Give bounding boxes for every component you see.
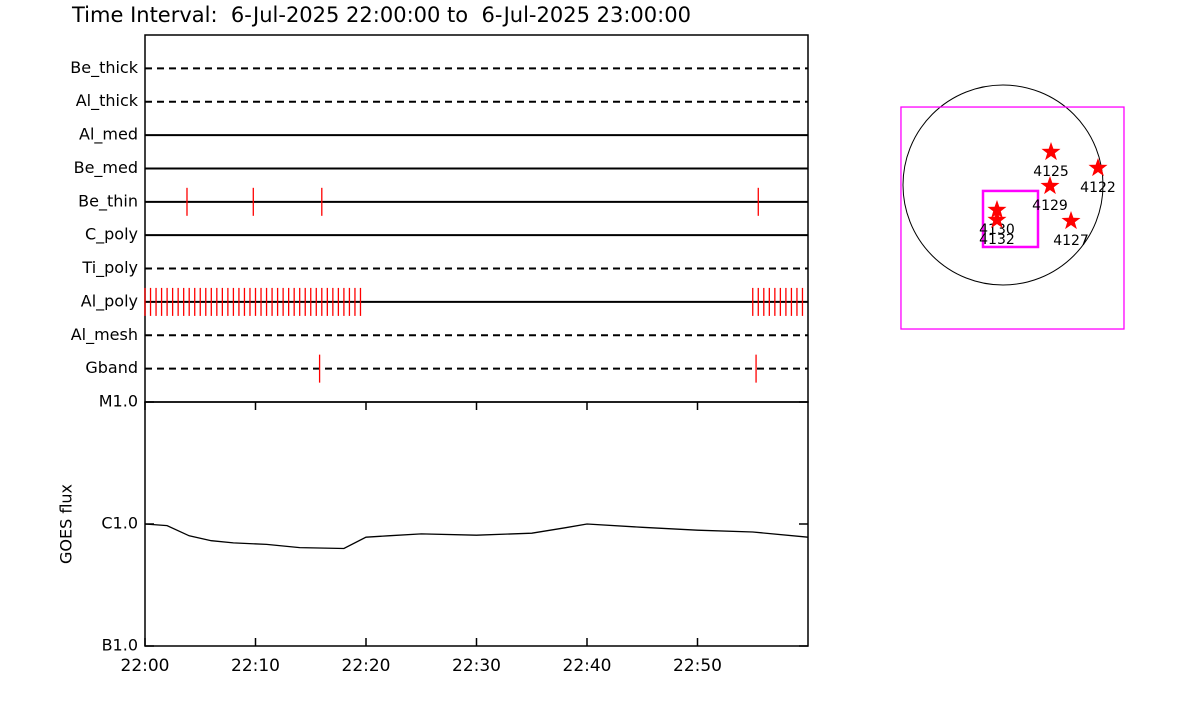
x-tick-label: 22:00	[121, 656, 170, 676]
x-tick-label: 22:50	[673, 656, 722, 676]
active-region-label: 4122	[1080, 180, 1116, 196]
active-region-label: 4130	[979, 222, 1015, 238]
filter-label: Be_thick	[70, 58, 138, 78]
active-region-label: 4125	[1033, 164, 1069, 180]
filter-label: Al_mesh	[71, 325, 138, 345]
fov-box	[981, 189, 1040, 249]
x-tick-label: 22:20	[342, 656, 391, 676]
y-tick-label: C1.0	[101, 514, 138, 533]
goes-curve	[144, 523, 809, 550]
filter-label: Be_thin	[78, 191, 138, 211]
active-region-marker	[987, 200, 1007, 219]
x-tick-label: 22:30	[452, 656, 501, 676]
x-tick-label: 22:10	[231, 656, 280, 676]
filter-label: C_poly	[85, 225, 138, 245]
active-region-label: 4129	[1032, 198, 1068, 214]
active-region-marker	[1061, 211, 1081, 230]
active-region-marker	[1040, 176, 1060, 195]
chart-title: Time Interval: 6-Jul-2025 22:00:00 to 6-…	[71, 3, 691, 27]
active-region-label: 4127	[1053, 233, 1089, 249]
y-tick-label: M1.0	[99, 392, 138, 411]
filter-label: Gband	[85, 358, 138, 377]
filter-label: Al_med	[79, 125, 138, 145]
filter-label: Al_thick	[76, 91, 139, 111]
y-tick-label: B1.0	[102, 636, 138, 655]
y-axis-label: GOES flux	[57, 484, 76, 564]
solar-disk	[902, 84, 1104, 286]
active-region-marker	[1041, 142, 1061, 161]
filter-label: Be_med	[74, 158, 138, 178]
active-region-label: 4132	[979, 232, 1015, 248]
fov-box	[900, 106, 1125, 330]
active-region-marker	[1088, 158, 1108, 177]
active-region-marker	[987, 210, 1007, 229]
filter-label: Ti_poly	[81, 258, 138, 278]
filter-label: Al_poly	[81, 291, 138, 311]
x-tick-label: 22:40	[563, 656, 612, 676]
